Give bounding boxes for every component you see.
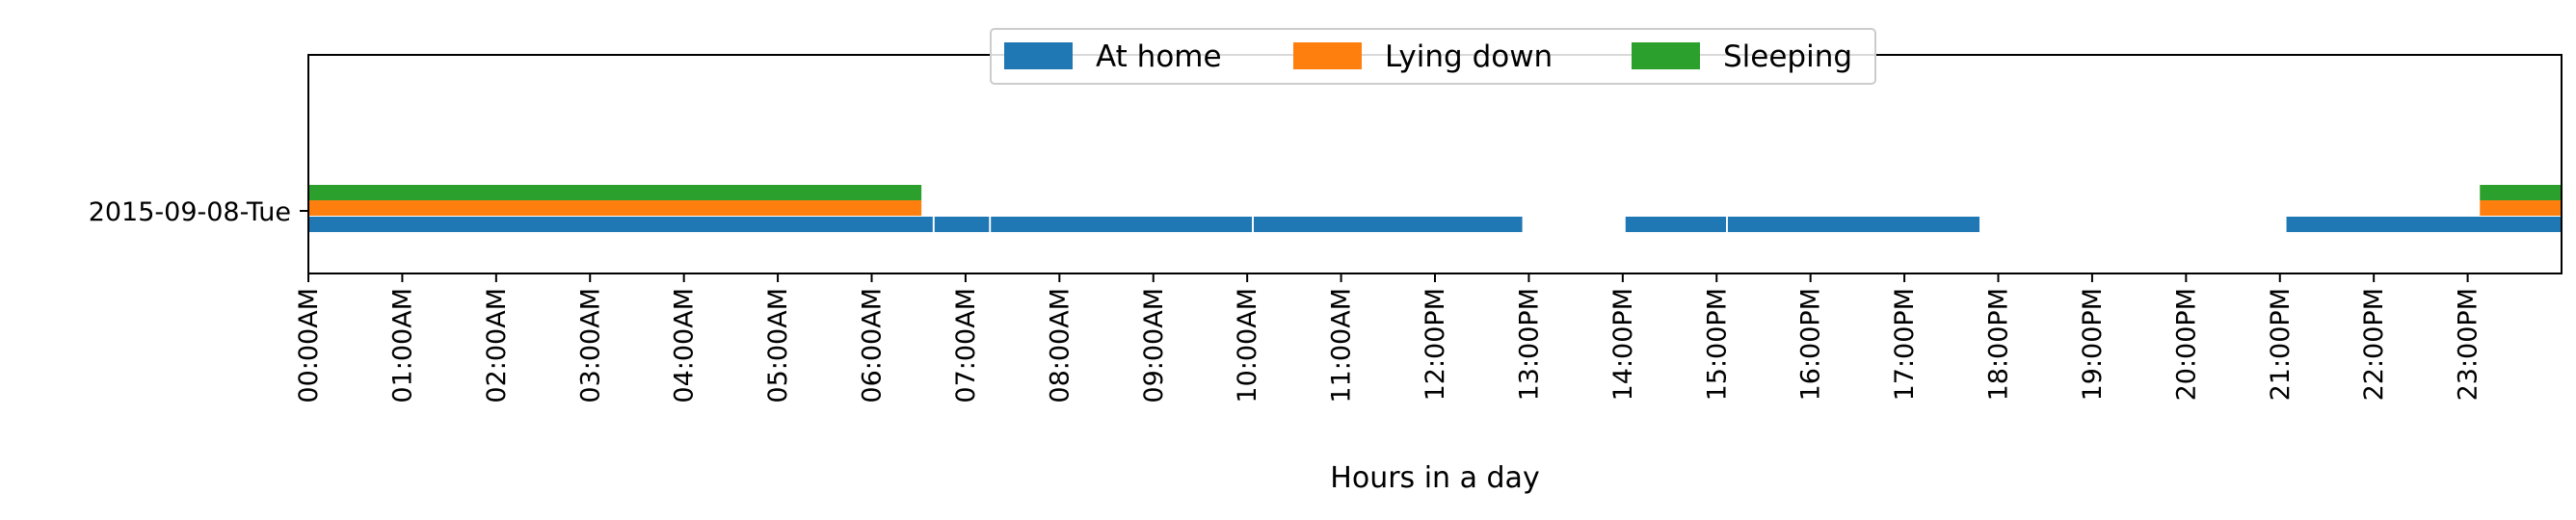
x-tick-label-16: 16:00PM (1796, 288, 1826, 401)
legend-label-lying-down: Lying down (1385, 39, 1553, 74)
x-tick-label-8: 08:00AM (1045, 288, 1075, 403)
bar-at-home-6 (2286, 217, 2562, 232)
legend-swatch-sleeping (1632, 42, 1700, 69)
legend-label-at-home: At home (1096, 39, 1222, 74)
x-tick-label-15: 15:00PM (1702, 288, 1732, 401)
bar-at-home-2 (991, 217, 1253, 232)
x-tick-label-0: 00:00AM (294, 288, 324, 403)
x-tick-label-22: 22:00PM (2359, 288, 2389, 401)
bar-at-home-1 (934, 217, 990, 232)
x-axis: 00:00AM 01:00AM 02:00AM 03:00AM 04:00AM 05:00… (294, 273, 2483, 403)
x-tick-label-10: 10:00AM (1233, 288, 1262, 403)
x-tick-label-5: 05:00AM (763, 288, 793, 403)
x-tick-label-19: 19:00PM (2078, 288, 2108, 401)
bar-at-home-4 (1625, 217, 1726, 232)
x-tick-label-6: 06:00AM (858, 288, 888, 403)
x-tick-label-9: 09:00AM (1139, 288, 1169, 403)
bar-at-home-0 (308, 217, 933, 232)
x-tick-label-20: 20:00PM (2171, 288, 2201, 401)
plot-frame (307, 54, 2563, 274)
bar-sleeping-0 (308, 185, 922, 200)
x-tick-label-18: 18:00PM (1984, 288, 2014, 401)
x-tick-label-1: 01:00AM (387, 288, 417, 403)
bar-at-home-3 (1253, 217, 1523, 232)
x-tick-label-13: 13:00PM (1514, 288, 1544, 401)
x-tick-label-2: 02:00AM (482, 288, 512, 403)
legend-label-sleeping: Sleeping (1723, 39, 1852, 74)
bar-lying-down-0 (308, 200, 922, 216)
x-tick-label-11: 11:00AM (1327, 288, 1357, 403)
x-tick-label-14: 14:00PM (1608, 288, 1638, 401)
y-axis: 2015-09-08-Tue (89, 197, 308, 227)
x-tick-label-3: 03:00AM (575, 288, 605, 403)
bars-layer (308, 185, 2562, 232)
y-tick-label-0: 2015-09-08-Tue (89, 197, 291, 227)
legend-swatch-at-home (1004, 42, 1073, 69)
legend: At home Lying down Sleeping (990, 28, 1876, 85)
x-tick-label-21: 21:00PM (2266, 288, 2296, 401)
x-tick-label-4: 04:00AM (670, 288, 700, 403)
bar-lying-down-1 (2480, 200, 2562, 216)
legend-swatch-lying-down (1293, 42, 1362, 69)
x-tick-label-12: 12:00PM (1421, 288, 1450, 401)
x-tick-label-7: 07:00AM (951, 288, 981, 403)
x-axis-title: Hours in a day (1330, 461, 1539, 495)
bar-at-home-5 (1727, 217, 1980, 232)
bar-sleeping-1 (2480, 185, 2562, 200)
x-tick-label-17: 17:00PM (1890, 288, 1920, 401)
x-tick-label-23: 23:00PM (2454, 288, 2483, 401)
